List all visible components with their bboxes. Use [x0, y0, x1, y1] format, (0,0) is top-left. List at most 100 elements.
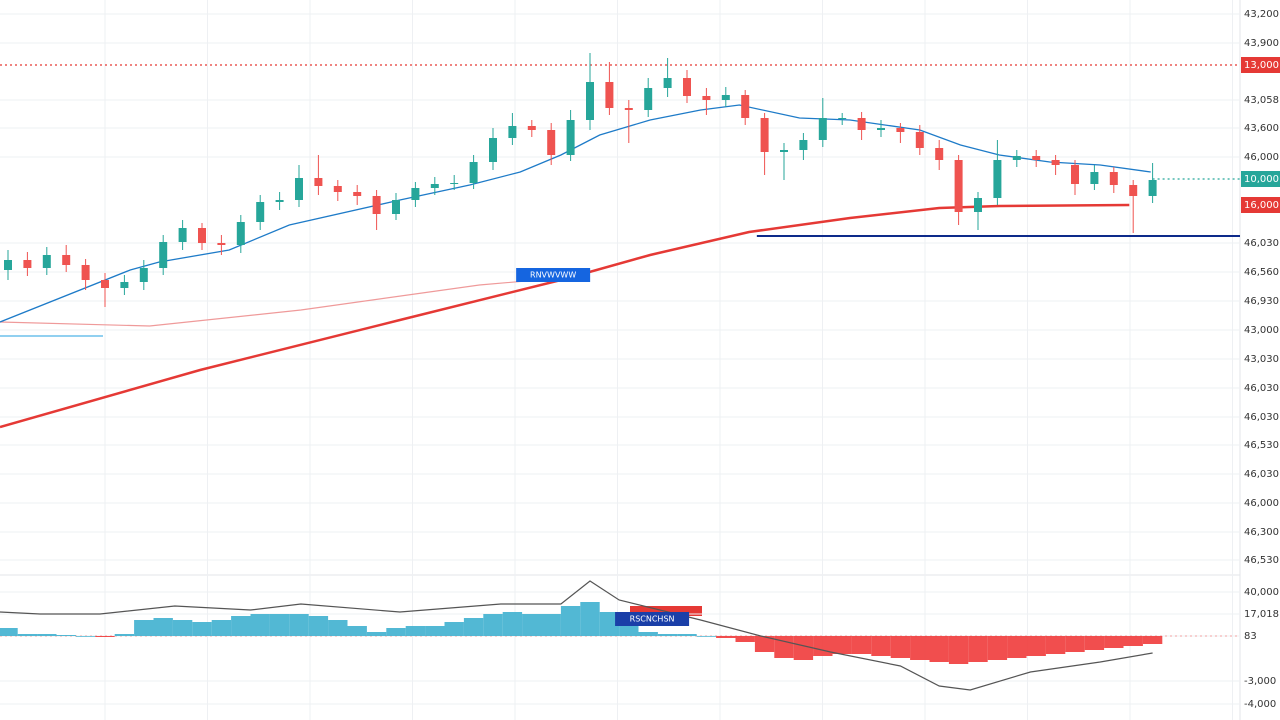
histogram-bar: [929, 636, 949, 662]
histogram-bar: [580, 602, 600, 636]
candle-body: [818, 118, 827, 140]
candle-body: [508, 126, 517, 138]
histogram-bar: [619, 626, 639, 636]
candle-body: [198, 228, 206, 243]
candle-body: [333, 186, 342, 192]
candle-body: [120, 282, 129, 288]
candle-body: [741, 95, 750, 118]
candle-body: [760, 118, 769, 152]
histogram-bar: [696, 636, 717, 637]
histogram-bar: [890, 636, 911, 658]
candle-body: [954, 160, 963, 212]
candle-body: [721, 95, 730, 100]
y-tick-label: 40,000: [1244, 587, 1279, 598]
histogram-bar: [1065, 636, 1085, 652]
candle-body: [489, 138, 497, 162]
histogram-bar: [754, 636, 775, 652]
histogram-bar: [522, 614, 542, 636]
histogram-bar: [910, 636, 930, 660]
candle-body: [4, 260, 12, 270]
candle-body: [1109, 172, 1118, 185]
histogram-bar: [56, 635, 76, 636]
candle-body: [236, 222, 245, 245]
candle-body: [838, 118, 847, 119]
histogram-bar: [192, 622, 212, 636]
candle-body: [295, 178, 303, 200]
histogram-bar: [0, 628, 18, 636]
candle-body: [217, 243, 226, 245]
candle-body: [372, 196, 381, 214]
candle-body: [469, 162, 478, 183]
histogram-bar: [463, 618, 484, 636]
histogram-bar: [851, 636, 872, 654]
candle-body: [780, 150, 788, 152]
histogram-bar: [75, 636, 96, 637]
histogram-bar: [308, 616, 329, 636]
candle-body: [605, 82, 614, 108]
y-tick-label: 46,030: [1244, 238, 1279, 249]
y-tick-label: 46,000: [1244, 152, 1279, 163]
histogram-bar: [289, 614, 309, 636]
y-tick-label: 46,030: [1244, 469, 1279, 480]
histogram-bar: [231, 616, 251, 636]
histogram-bar: [735, 636, 755, 642]
candle-body: [159, 242, 168, 268]
candle-body: [392, 200, 400, 214]
histogram-bar: [250, 614, 270, 636]
histogram-bar: [347, 626, 367, 636]
price-label: 10,000: [1244, 174, 1279, 185]
candle-body: [314, 178, 323, 186]
candle-body: [353, 192, 362, 196]
histogram-bar: [211, 620, 232, 636]
price-label-box: [1241, 197, 1280, 213]
histogram-bar: [425, 626, 445, 636]
histogram-bar: [172, 620, 193, 636]
histogram-bar: [386, 628, 406, 636]
histogram-bar: [1142, 636, 1163, 644]
y-tick-label: 46,030: [1244, 383, 1279, 394]
candle-body: [624, 108, 633, 110]
histogram-bar: [813, 636, 833, 656]
y-tick-label: 43,600: [1244, 123, 1279, 134]
candle-body: [430, 184, 439, 188]
candle-body: [1012, 156, 1021, 160]
histogram-bar: [948, 636, 969, 664]
histogram-bar: [134, 620, 154, 636]
histogram-bar: [405, 626, 426, 636]
histogram-bar: [444, 622, 464, 636]
histogram-bar: [541, 614, 561, 636]
histogram-bar: [638, 632, 658, 636]
y-tick-label: 43,900: [1244, 38, 1279, 49]
y-tick-label: 43,030: [1244, 354, 1279, 365]
candle-body: [62, 255, 71, 265]
histogram-bar: [269, 614, 290, 636]
histogram-bar: [502, 612, 523, 636]
histogram-bar: [832, 636, 852, 654]
candle-body: [586, 82, 594, 120]
candle-body: [23, 260, 32, 268]
candle-body: [1148, 180, 1157, 196]
candle-body: [81, 265, 90, 280]
price-label: 16,000: [1244, 200, 1279, 211]
y-tick-label: 43,058: [1244, 95, 1279, 106]
candle-body: [1090, 172, 1099, 184]
candle-body: [644, 88, 653, 110]
candle-body: [275, 200, 284, 202]
y-tick-label: 46,300: [1244, 527, 1279, 538]
histogram-bar: [560, 606, 581, 636]
histogram-bar: [1084, 636, 1105, 650]
y-tick-label: 46,000: [1244, 498, 1279, 509]
candle-body: [877, 128, 885, 130]
histogram-bar: [968, 636, 988, 662]
annotation-text: RNVWVWW: [530, 271, 576, 280]
histogram-bar: [1026, 636, 1046, 656]
histogram-bar: [677, 634, 697, 636]
candle-body: [683, 78, 691, 96]
histogram-bar: [37, 634, 57, 636]
indicator-line: [0, 104, 1151, 323]
candle-body: [896, 128, 905, 132]
candle-body: [974, 198, 982, 212]
candle-body: [450, 183, 459, 184]
candle-body: [547, 130, 556, 155]
y-tick-label: -4,000: [1244, 699, 1276, 710]
